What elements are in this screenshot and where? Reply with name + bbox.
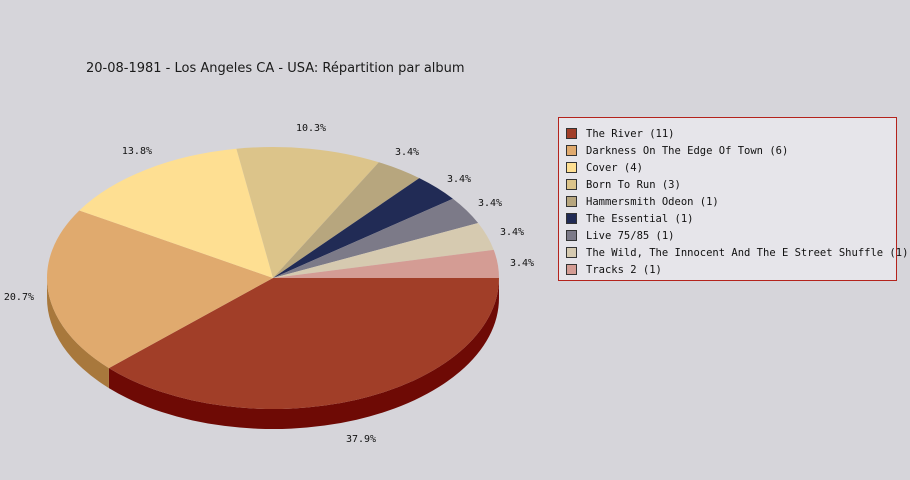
- legend-label: The River (11): [586, 127, 675, 140]
- legend-swatch: [566, 128, 577, 139]
- legend-item: Tracks 2 (1): [566, 261, 896, 278]
- slice-label-4: 3.4%: [395, 147, 419, 158]
- pie-side-1: [47, 278, 109, 389]
- legend-item: The River (11): [566, 125, 896, 142]
- legend-label: Live 75/85 (1): [586, 229, 675, 242]
- pie-slice-5: [273, 178, 453, 278]
- legend-swatch: [566, 162, 577, 173]
- legend-label: Cover (4): [586, 161, 643, 174]
- slice-label-0: 37.9%: [346, 434, 376, 445]
- slice-label-3: 10.3%: [296, 123, 326, 134]
- legend-swatch: [566, 179, 577, 190]
- pie-slice-3: [236, 147, 379, 278]
- pie-chart: 37.9% 20.7% 13.8% 10.3% 3.4% 3.4% 3.4% 3.4% 3.4%: [4, 123, 534, 445]
- slice-label-6: 3.4%: [478, 198, 502, 209]
- legend-label: The Essential (1): [586, 212, 694, 225]
- legend-swatch: [566, 145, 577, 156]
- legend-label: The Wild, The Innocent And The E Street …: [586, 246, 909, 259]
- legend-label: Tracks 2 (1): [586, 263, 662, 276]
- pie-slice-6: [273, 198, 479, 278]
- slice-label-1: 20.7%: [4, 292, 34, 303]
- legend-swatch: [566, 230, 577, 241]
- legend-item: Hammersmith Odeon (1): [566, 193, 896, 210]
- slice-label-5: 3.4%: [447, 174, 471, 185]
- legend-swatch: [566, 247, 577, 258]
- legend-label: Darkness On The Edge Of Town (6): [586, 144, 789, 157]
- legend-swatch: [566, 264, 577, 275]
- legend-swatch: [566, 196, 577, 207]
- pie-slice-7: [273, 222, 494, 278]
- legend-item: The Wild, The Innocent And The E Street …: [566, 244, 908, 261]
- legend-item: Darkness On The Edge Of Town (6): [566, 142, 896, 159]
- pie-sides: [47, 278, 499, 430]
- slice-label-2: 13.8%: [122, 146, 152, 157]
- pie-slice-4: [273, 162, 420, 278]
- pie-slice-8: [273, 249, 499, 278]
- pie-labels: 37.9% 20.7% 13.8% 10.3% 3.4% 3.4% 3.4% 3.4% 3.4%: [4, 123, 534, 445]
- pie-side-0: [108, 278, 499, 430]
- pie-slice-2: [79, 148, 273, 278]
- chart-title: 20-08-1981 - Los Angeles CA - USA: Répar…: [86, 61, 465, 76]
- legend-label: Hammersmith Odeon (1): [586, 195, 719, 208]
- legend: The River (11) Darkness On The Edge Of To…: [558, 117, 908, 281]
- slice-label-8: 3.4%: [510, 258, 534, 269]
- pie-slices: [47, 147, 499, 410]
- pie-slice-0: [108, 278, 499, 410]
- legend-item: Live 75/85 (1): [566, 227, 896, 244]
- legend-label: Born To Run (3): [586, 178, 681, 191]
- legend-item: Cover (4): [566, 159, 896, 176]
- legend-item: The Essential (1): [566, 210, 896, 227]
- legend-swatch: [566, 213, 577, 224]
- legend-item: Born To Run (3): [566, 176, 896, 193]
- slice-label-7: 3.4%: [500, 227, 524, 238]
- pie-slice-1: [47, 210, 273, 369]
